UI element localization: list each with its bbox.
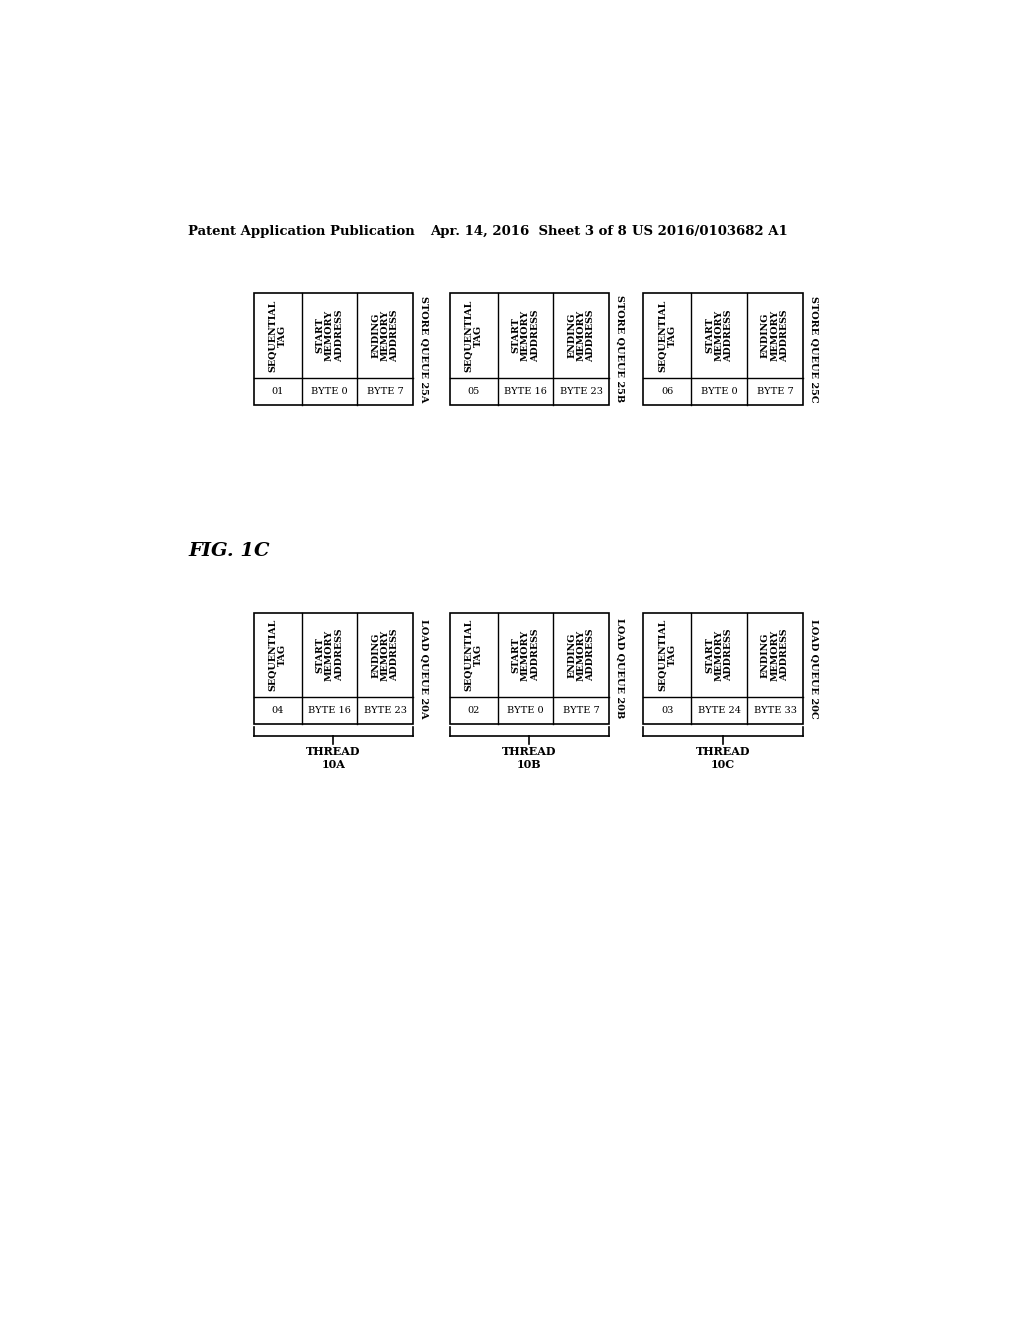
Text: LOAD QUEUE 20A: LOAD QUEUE 20A [420, 619, 429, 718]
Bar [254, 293, 414, 405]
Text: START
MEMORY
ADDRESS: START MEMORY ADDRESS [315, 628, 344, 681]
Text: US 2016/0103682 A1: US 2016/0103682 A1 [632, 224, 787, 238]
Text: STORE QUEUE 25C: STORE QUEUE 25C [809, 296, 818, 403]
Text: ENDING
MEMORY
ADDRESS: ENDING MEMORY ADDRESS [761, 628, 790, 681]
Text: START
MEMORY
ADDRESS: START MEMORY ADDRESS [315, 309, 344, 362]
Text: ENDING
MEMORY
ADDRESS: ENDING MEMORY ADDRESS [567, 309, 596, 362]
Text: BYTE 33: BYTE 33 [754, 706, 797, 715]
Text: START
MEMORY
ADDRESS: START MEMORY ADDRESS [706, 309, 733, 362]
Text: STORE QUEUE 25A: STORE QUEUE 25A [420, 296, 429, 403]
Text: 02: 02 [468, 706, 480, 715]
Text: BYTE 23: BYTE 23 [560, 387, 603, 396]
Text: BYTE 7: BYTE 7 [367, 387, 403, 396]
Text: 03: 03 [662, 706, 674, 715]
Text: SEQUENTIAL
TAG: SEQUENTIAL TAG [268, 619, 287, 692]
Bar [643, 612, 803, 725]
Text: ENDING
MEMORY
ADDRESS: ENDING MEMORY ADDRESS [371, 628, 399, 681]
Text: SEQUENTIAL
TAG: SEQUENTIAL TAG [464, 619, 483, 692]
Text: START
MEMORY
ADDRESS: START MEMORY ADDRESS [511, 309, 540, 362]
Text: BYTE 7: BYTE 7 [563, 706, 600, 715]
Text: SEQUENTIAL
TAG: SEQUENTIAL TAG [658, 300, 677, 372]
Text: Patent Application Publication: Patent Application Publication [188, 224, 415, 238]
Text: Apr. 14, 2016  Sheet 3 of 8: Apr. 14, 2016 Sheet 3 of 8 [430, 224, 627, 238]
Text: STORE QUEUE 25B: STORE QUEUE 25B [615, 296, 625, 403]
Text: SEQUENTIAL
TAG: SEQUENTIAL TAG [658, 619, 677, 692]
Text: THREAD
10B: THREAD 10B [502, 746, 557, 770]
Text: BYTE 24: BYTE 24 [697, 706, 740, 715]
Text: BYTE 23: BYTE 23 [364, 706, 407, 715]
Text: 05: 05 [468, 387, 480, 396]
Text: START
MEMORY
ADDRESS: START MEMORY ADDRESS [511, 628, 540, 681]
Text: LOAD QUEUE 20C: LOAD QUEUE 20C [809, 619, 818, 718]
Text: BYTE 16: BYTE 16 [504, 387, 547, 396]
Text: FIG. 1C: FIG. 1C [188, 543, 270, 560]
Text: ENDING
MEMORY
ADDRESS: ENDING MEMORY ADDRESS [761, 309, 790, 362]
Text: BYTE 7: BYTE 7 [757, 387, 794, 396]
Text: 01: 01 [271, 387, 284, 396]
Bar [450, 293, 609, 405]
Text: THREAD
10A: THREAD 10A [306, 746, 360, 770]
Text: BYTE 0: BYTE 0 [507, 706, 544, 715]
Text: SEQUENTIAL
TAG: SEQUENTIAL TAG [268, 300, 287, 372]
Text: BYTE 0: BYTE 0 [311, 387, 348, 396]
Bar [450, 612, 609, 725]
Text: BYTE 0: BYTE 0 [701, 387, 737, 396]
Text: BYTE 16: BYTE 16 [308, 706, 351, 715]
Bar [254, 612, 414, 725]
Bar [643, 293, 803, 405]
Text: THREAD
10C: THREAD 10C [696, 746, 751, 770]
Text: LOAD QUEUE 20B: LOAD QUEUE 20B [615, 618, 625, 718]
Text: 06: 06 [662, 387, 674, 396]
Text: START
MEMORY
ADDRESS: START MEMORY ADDRESS [706, 628, 733, 681]
Text: ENDING
MEMORY
ADDRESS: ENDING MEMORY ADDRESS [371, 309, 399, 362]
Text: ENDING
MEMORY
ADDRESS: ENDING MEMORY ADDRESS [567, 628, 596, 681]
Text: SEQUENTIAL
TAG: SEQUENTIAL TAG [464, 300, 483, 372]
Text: 04: 04 [271, 706, 284, 715]
